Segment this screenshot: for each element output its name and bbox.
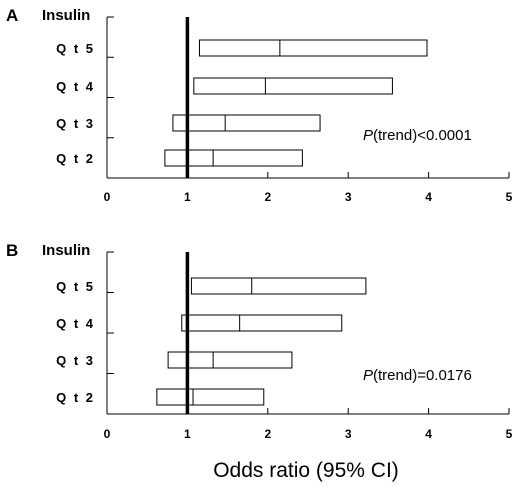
ci-bar [164, 149, 303, 167]
x-tick-label: 5 [506, 190, 513, 204]
x-tick-label: 3 [345, 190, 352, 204]
category-label: Q t 2 [56, 151, 95, 166]
p-trend-text: (trend)<0.0001 [373, 127, 472, 144]
x-tick-label: 5 [506, 427, 513, 441]
ci-bar [172, 114, 321, 132]
p-trend-text: (trend)=0.0176 [373, 367, 472, 384]
p-symbol: P [363, 367, 373, 384]
ci-bar [181, 314, 343, 332]
x-tick-label: 1 [184, 427, 191, 441]
category-label: Q t 5 [56, 279, 95, 294]
category-label: Q t 2 [56, 390, 95, 405]
category-label: Q t 3 [56, 353, 95, 368]
category-label: Q t 4 [56, 316, 95, 331]
x-tick-label: 4 [425, 190, 432, 204]
x-tick-label: 2 [264, 190, 271, 204]
category-label: Q t 4 [56, 79, 95, 94]
ci-bar [198, 39, 428, 57]
panel-letter: A [6, 6, 18, 25]
x-tick-label: 4 [425, 427, 432, 441]
x-tick-label: 0 [104, 427, 111, 441]
panel-title: Insulin [42, 242, 90, 259]
x-axis-label: Odds ratio (95% CI) [213, 459, 399, 482]
panel-letter: B [6, 241, 18, 260]
x-tick-label: 0 [104, 190, 111, 204]
category-label: Q t 5 [56, 41, 95, 56]
panel-title: Insulin [42, 7, 90, 24]
x-tick-label: 3 [345, 427, 352, 441]
x-tick-label: 1 [184, 190, 191, 204]
p-symbol: P [363, 127, 373, 144]
p-trend-annotation: P(trend)<0.0001 [363, 127, 472, 144]
ci-bar [156, 388, 265, 406]
x-tick-label: 2 [264, 427, 271, 441]
ci-bar [193, 77, 393, 95]
p-trend-annotation: P(trend)=0.0176 [363, 367, 472, 384]
category-label: Q t 3 [56, 116, 95, 131]
ci-bar [167, 351, 293, 369]
ci-bar [190, 277, 367, 295]
